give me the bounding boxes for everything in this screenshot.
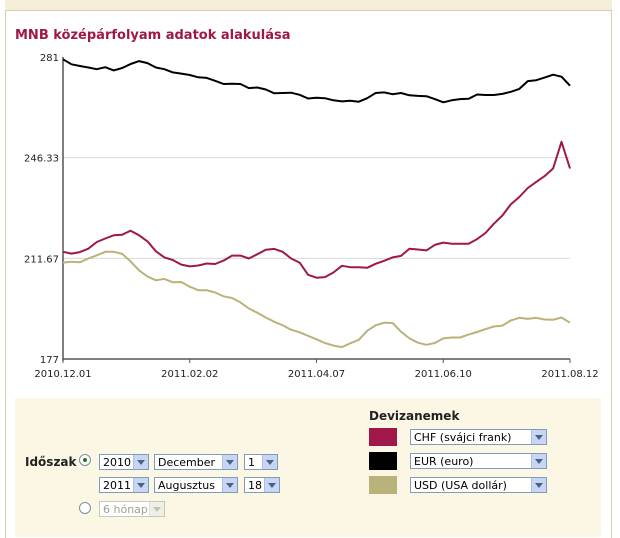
x-tick-label: 2010.12.01 xyxy=(34,369,91,380)
chevron-down-icon xyxy=(133,478,148,492)
currency-select-usd[interactable]: USD (USA dollár) xyxy=(410,477,547,493)
eur-color-swatch xyxy=(369,452,397,470)
series-line-eur xyxy=(62,140,571,279)
period-label: Időszak xyxy=(25,455,77,469)
chevron-down-icon xyxy=(531,454,546,468)
preset-period-radio[interactable] xyxy=(79,502,91,514)
chevron-down-icon xyxy=(133,455,148,469)
chevron-down-icon xyxy=(531,478,546,492)
date-range-radio[interactable] xyxy=(79,454,91,466)
chevron-down-icon xyxy=(264,478,279,492)
x-tick-label: 2011.06.10 xyxy=(415,369,472,380)
line-chart: 281 246.33 211.67 177 2010.12.01 2011.02.02 20… xyxy=(24,53,599,380)
currency-select-chf[interactable]: CHF (svájci frank) xyxy=(410,429,547,445)
from-day-select[interactable]: 1 xyxy=(244,454,278,470)
y-tick-label: 177 xyxy=(40,355,59,366)
from-month-select[interactable]: December xyxy=(154,454,238,470)
usd-color-swatch xyxy=(369,476,397,494)
y-tick-label: 246.33 xyxy=(24,154,59,165)
currency-select-eur[interactable]: EUR (euro) xyxy=(410,453,547,469)
preset-period-select[interactable]: 6 hónap xyxy=(99,501,165,517)
chf-color-swatch xyxy=(369,428,397,446)
currencies-label: Devizanemek xyxy=(369,409,460,423)
x-tick-label: 2011.04.07 xyxy=(288,369,345,380)
chevron-down-icon xyxy=(149,502,164,516)
top-bar xyxy=(5,0,612,10)
series-line-chf xyxy=(62,58,571,104)
x-tick-label: 2011.02.02 xyxy=(161,369,218,380)
x-tick-label: 2011.08.12 xyxy=(541,369,598,380)
y-tick-label: 211.67 xyxy=(24,254,59,265)
to-year-select[interactable]: 2011 xyxy=(99,477,149,493)
to-day-select[interactable]: 18 xyxy=(244,477,280,493)
chevron-down-icon xyxy=(531,430,546,444)
chevron-down-icon xyxy=(222,455,237,469)
y-tick-label: 281 xyxy=(40,53,59,64)
from-year-select[interactable]: 2010 xyxy=(99,454,149,470)
chevron-down-icon xyxy=(222,478,237,492)
to-month-select[interactable]: Augusztus xyxy=(154,477,238,493)
chevron-down-icon xyxy=(262,455,277,469)
series-line-usd xyxy=(62,250,571,349)
chart-title: MNB középárfolyam adatok alakulása xyxy=(15,28,291,43)
